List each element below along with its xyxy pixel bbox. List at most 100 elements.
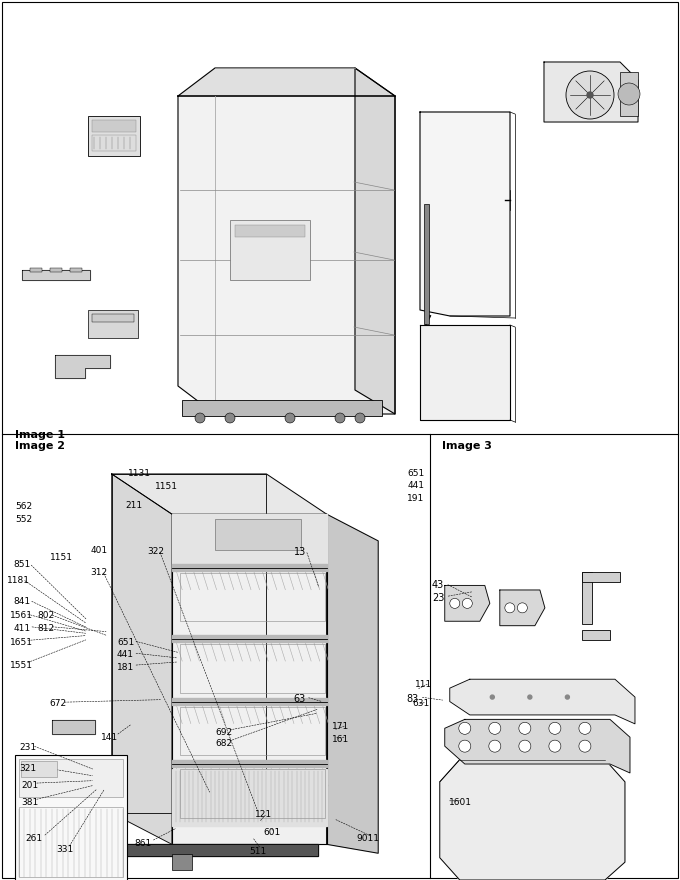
- Text: 9011: 9011: [356, 834, 379, 843]
- Circle shape: [549, 740, 561, 752]
- Text: 261: 261: [26, 834, 43, 843]
- Text: 111: 111: [415, 680, 432, 689]
- Circle shape: [565, 695, 569, 699]
- Text: 83: 83: [406, 693, 418, 704]
- Bar: [424, 204, 429, 324]
- Text: 411: 411: [14, 624, 31, 633]
- Bar: [19, 807, 123, 877]
- Text: 191: 191: [407, 494, 424, 502]
- Polygon shape: [500, 590, 545, 626]
- Polygon shape: [449, 679, 635, 724]
- Text: 802: 802: [37, 612, 54, 620]
- Bar: [88, 116, 140, 156]
- Circle shape: [505, 603, 515, 612]
- Text: 812: 812: [37, 624, 54, 633]
- Polygon shape: [52, 721, 95, 734]
- Text: 211: 211: [125, 502, 142, 510]
- Polygon shape: [355, 68, 395, 414]
- Polygon shape: [112, 474, 326, 514]
- Text: 321: 321: [19, 764, 36, 773]
- Circle shape: [462, 598, 473, 608]
- Text: 121: 121: [255, 810, 272, 819]
- Bar: [582, 572, 592, 624]
- Bar: [235, 225, 305, 237]
- Polygon shape: [544, 62, 638, 122]
- Polygon shape: [172, 769, 326, 826]
- Text: 171: 171: [332, 722, 349, 731]
- Polygon shape: [95, 844, 318, 856]
- Text: 651: 651: [117, 638, 134, 647]
- Text: 201: 201: [21, 781, 38, 790]
- Polygon shape: [178, 68, 395, 96]
- Text: 63: 63: [294, 693, 306, 704]
- Text: Image 2: Image 2: [15, 441, 65, 451]
- Text: 1601: 1601: [449, 798, 472, 807]
- Circle shape: [489, 722, 501, 734]
- Circle shape: [355, 413, 365, 423]
- Polygon shape: [22, 270, 90, 280]
- Text: 322: 322: [147, 547, 164, 556]
- Circle shape: [579, 740, 591, 752]
- Text: 23: 23: [432, 593, 444, 604]
- Polygon shape: [172, 564, 326, 571]
- Bar: [180, 769, 324, 818]
- Text: 601: 601: [264, 828, 281, 837]
- Bar: [215, 518, 301, 550]
- Text: 1151: 1151: [50, 553, 73, 561]
- Circle shape: [335, 413, 345, 423]
- Bar: [182, 400, 382, 416]
- Polygon shape: [112, 474, 172, 844]
- Bar: [92, 314, 134, 322]
- Circle shape: [517, 603, 528, 612]
- Bar: [92, 120, 136, 132]
- Text: 1131: 1131: [128, 469, 151, 478]
- Circle shape: [489, 740, 501, 752]
- Bar: [180, 644, 324, 693]
- Bar: [172, 854, 192, 869]
- Text: 181: 181: [117, 663, 134, 671]
- Circle shape: [587, 92, 593, 98]
- Text: 441: 441: [117, 650, 134, 659]
- Text: Image 1: Image 1: [15, 430, 65, 440]
- Circle shape: [459, 722, 471, 734]
- Bar: [70, 268, 82, 272]
- Bar: [30, 268, 42, 272]
- Polygon shape: [445, 719, 630, 773]
- Bar: [620, 72, 638, 116]
- Bar: [21, 761, 57, 777]
- Bar: [180, 707, 324, 755]
- Text: 331: 331: [56, 845, 73, 854]
- Bar: [582, 630, 611, 640]
- Circle shape: [195, 413, 205, 423]
- Bar: [50, 268, 62, 272]
- Polygon shape: [420, 112, 510, 316]
- Circle shape: [490, 695, 494, 699]
- Text: 231: 231: [19, 744, 36, 752]
- Circle shape: [566, 71, 614, 119]
- Polygon shape: [172, 698, 326, 705]
- Text: 851: 851: [14, 561, 31, 569]
- Text: 1651: 1651: [10, 638, 33, 647]
- Polygon shape: [172, 635, 326, 642]
- Polygon shape: [178, 96, 395, 414]
- Circle shape: [285, 413, 295, 423]
- Polygon shape: [172, 514, 326, 844]
- Circle shape: [579, 722, 591, 734]
- Text: 562: 562: [15, 502, 32, 511]
- Polygon shape: [172, 514, 326, 568]
- Polygon shape: [326, 514, 378, 854]
- Text: 161: 161: [332, 735, 349, 744]
- Text: 1551: 1551: [10, 661, 33, 670]
- Text: 841: 841: [14, 598, 31, 606]
- Text: 1561: 1561: [10, 611, 33, 620]
- Polygon shape: [420, 325, 510, 420]
- Circle shape: [459, 740, 471, 752]
- Text: 1181: 1181: [7, 576, 30, 585]
- Circle shape: [528, 695, 532, 699]
- Circle shape: [225, 413, 235, 423]
- Circle shape: [449, 598, 460, 608]
- Polygon shape: [445, 585, 490, 621]
- Bar: [230, 220, 310, 280]
- Circle shape: [519, 722, 531, 734]
- Text: 511: 511: [249, 847, 266, 856]
